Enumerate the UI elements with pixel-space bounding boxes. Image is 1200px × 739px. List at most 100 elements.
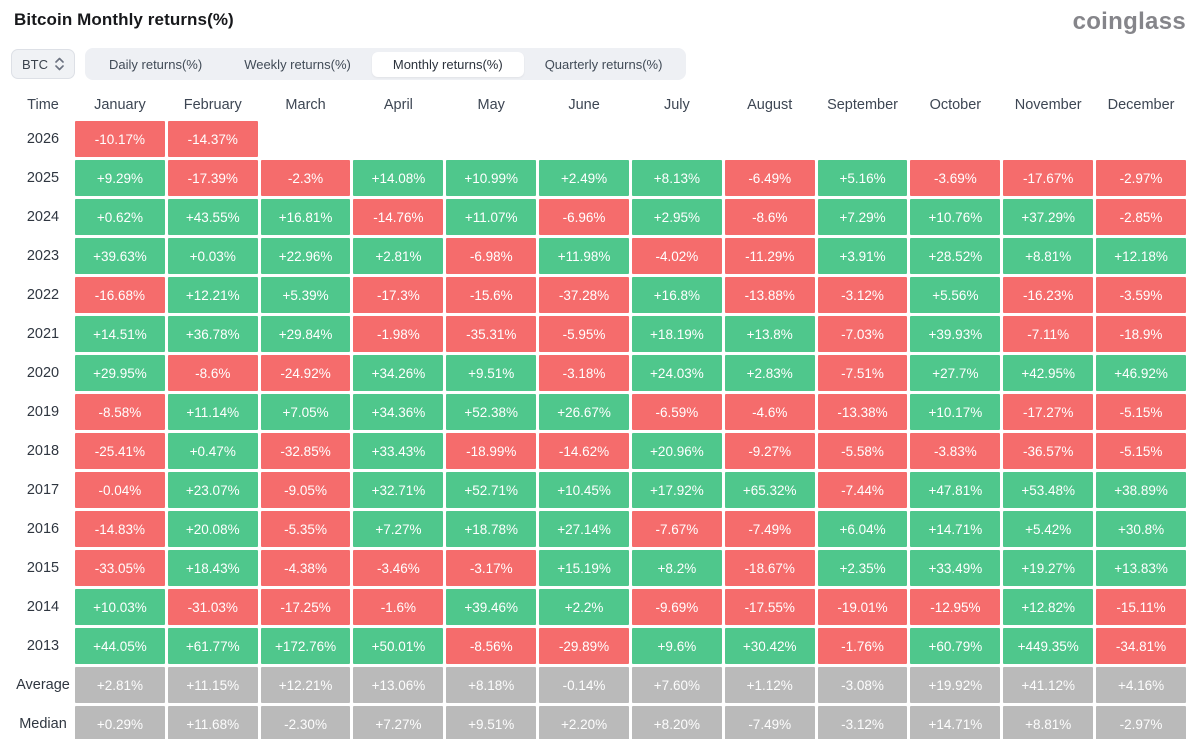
return-cell: -5.35% (260, 511, 351, 547)
tab-daily-returns[interactable]: Daily returns(%) (109, 56, 203, 72)
return-cell: -36.57% (1003, 433, 1094, 469)
return-cell (1096, 121, 1186, 157)
row-label: 2017 (14, 472, 72, 508)
return-cell: +52.38% (446, 394, 537, 430)
return-cell: +0.47% (167, 433, 258, 469)
return-cell (725, 121, 815, 157)
return-cell: +2.2% (539, 589, 629, 625)
row-label: 2013 (14, 628, 72, 664)
return-cell: +38.89% (1096, 472, 1186, 508)
return-cell: +0.29% (75, 706, 165, 739)
return-cell: +3.91% (817, 238, 908, 274)
return-cell: -2.3% (260, 160, 351, 196)
return-cell: +7.27% (353, 706, 444, 739)
return-cell: +5.16% (817, 160, 908, 196)
return-cell (910, 121, 1000, 157)
return-cell: -4.6% (724, 394, 815, 430)
return-cell: +7.29% (817, 199, 908, 235)
return-cell: -8.56% (446, 628, 537, 664)
return-cell: -17.39% (167, 160, 258, 196)
return-cell: +9.6% (631, 628, 722, 664)
table-row: 2018 -25.41% +0.47% -32.85% +33.43% -18.99% -1… (14, 433, 1186, 469)
row-label: 2025 (14, 160, 72, 196)
column-header: October (929, 96, 982, 113)
return-cell: -19.01% (817, 589, 908, 625)
return-cell: -17.55% (724, 589, 815, 625)
return-cell: +8.81% (1003, 238, 1094, 274)
return-cell: -3.69% (910, 160, 1001, 196)
return-cell: +8.18% (446, 667, 537, 703)
return-cell: -3.08% (817, 667, 908, 703)
row-label: 2019 (14, 394, 72, 430)
table-row: 2015 -33.05% +18.43% -4.38% -3.46% -3.17% +15.… (14, 550, 1186, 586)
return-cell: +17.92% (631, 472, 722, 508)
tab-monthly-returns[interactable]: Monthly returns(%) (371, 51, 524, 77)
row-label: 2018 (14, 433, 72, 469)
return-cell: -2.97% (1096, 160, 1186, 196)
table-row: Average +2.81% +11.15% +12.21% +13.06% +8.18%… (14, 667, 1186, 703)
return-cell: -33.05% (75, 550, 165, 586)
return-cell: -2.97% (1096, 706, 1186, 739)
return-cell: +33.43% (353, 433, 444, 469)
return-cell: -14.37% (167, 121, 258, 157)
return-cell: +12.21% (167, 277, 258, 313)
return-cell: +15.19% (539, 550, 629, 586)
return-cell: +29.95% (75, 355, 165, 391)
return-cell: +9.29% (75, 160, 165, 196)
return-cell: -16.68% (75, 277, 165, 313)
return-cell: -37.28% (539, 277, 629, 313)
return-cell: +65.32% (724, 472, 815, 508)
return-cell: -1.76% (817, 628, 908, 664)
return-cell: -7.51% (817, 355, 908, 391)
tab-weekly-returns[interactable]: Weekly returns(%) (244, 56, 351, 72)
return-cell: -3.17% (446, 550, 537, 586)
return-cell: +10.17% (910, 394, 1001, 430)
tab-bar: Daily returns(%) Weekly returns(%) Monthly… (85, 48, 687, 80)
time-header: Time (27, 96, 59, 113)
column-header: August (747, 96, 793, 113)
return-cell: +29.84% (260, 316, 351, 352)
return-cell (446, 121, 536, 157)
return-cell: -0.04% (75, 472, 165, 508)
return-cell: +5.56% (910, 277, 1001, 313)
return-cell: +2.20% (539, 706, 629, 739)
return-cell: -3.59% (1096, 277, 1186, 313)
return-cell: +8.81% (1003, 706, 1094, 739)
return-cell (539, 121, 629, 157)
return-cell: -17.27% (1003, 394, 1094, 430)
return-cell: +22.96% (260, 238, 351, 274)
row-label: 2022 (14, 277, 72, 313)
symbol-select[interactable]: BTC (11, 49, 75, 79)
return-cell: +11.98% (539, 238, 629, 274)
return-cell: +19.92% (910, 667, 1001, 703)
return-cell: +10.45% (539, 472, 629, 508)
return-cell: -2.30% (260, 706, 351, 739)
row-label: 2021 (14, 316, 72, 352)
return-cell: +11.07% (446, 199, 537, 235)
tab-quarterly-returns[interactable]: Quarterly returns(%) (544, 56, 663, 72)
return-cell (353, 121, 443, 157)
return-cell: +5.42% (1003, 511, 1094, 547)
return-cell: -5.95% (539, 316, 629, 352)
column-header: May (477, 96, 505, 113)
return-cell: +2.35% (817, 550, 908, 586)
return-cell: +44.05% (75, 628, 165, 664)
return-cell: +2.95% (631, 199, 722, 235)
return-cell: -1.6% (353, 589, 444, 625)
return-cell (261, 121, 351, 157)
return-cell: -15.6% (446, 277, 537, 313)
return-cell: +60.79% (910, 628, 1001, 664)
return-cell: -2.85% (1096, 199, 1186, 235)
table-row: 2022 -16.68% +12.21% +5.39% -17.3% -15.6% -37.… (14, 277, 1186, 313)
return-cell: -18.67% (724, 550, 815, 586)
returns-table: Time January February March April May June July… (11, 88, 1189, 739)
return-cell: -13.38% (817, 394, 908, 430)
table-row: 2020 +29.95% -8.6% -24.92% +34.26% +9.51% -3.1… (14, 355, 1186, 391)
page-title: Bitcoin Monthly returns(%) (14, 10, 234, 29)
table-row: 2019 -8.58% +11.14% +7.05% +34.36% +52.38% +26… (14, 394, 1186, 430)
return-cell: -18.9% (1096, 316, 1186, 352)
coinglass-logo: coinglass (1072, 8, 1186, 35)
return-cell: +5.39% (260, 277, 351, 313)
return-cell: +0.62% (75, 199, 165, 235)
